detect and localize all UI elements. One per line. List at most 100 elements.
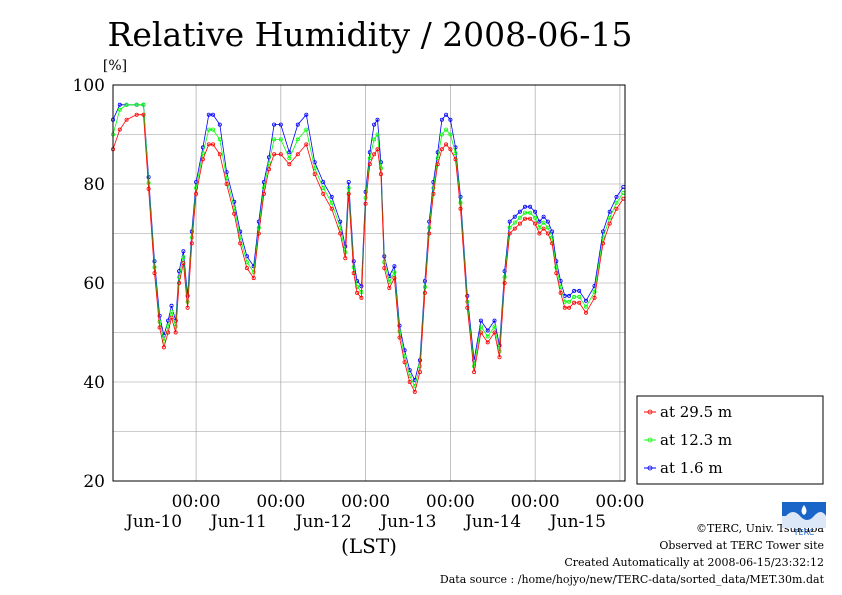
legend-marker	[647, 437, 653, 443]
data-point	[412, 389, 417, 394]
data-point	[537, 219, 542, 224]
data-point	[584, 298, 589, 303]
data-point	[458, 206, 463, 211]
data-point	[363, 195, 368, 200]
data-point	[435, 150, 440, 155]
data-point	[244, 266, 249, 271]
legend: at 29.5 m at 12.3 m at 1.6 m	[636, 395, 824, 485]
data-point	[346, 179, 351, 184]
data-point	[346, 185, 351, 190]
data-point	[141, 112, 146, 117]
data-point	[537, 231, 542, 236]
data-point	[550, 241, 555, 246]
data-point	[601, 229, 606, 234]
data-point	[545, 219, 550, 224]
data-point	[157, 325, 162, 330]
data-point	[502, 275, 507, 280]
data-point	[312, 172, 317, 177]
data-point	[146, 186, 151, 191]
data-source-text: Data source : /home/hojyo/new/TERC-data/…	[439, 573, 824, 586]
data-point	[577, 294, 582, 299]
data-point	[329, 206, 334, 211]
data-point	[431, 191, 436, 196]
data-point	[217, 122, 222, 127]
data-point	[256, 231, 261, 236]
data-point	[533, 221, 538, 226]
data-point	[278, 137, 283, 142]
x-tick-time: 00:00	[172, 492, 221, 512]
data-point	[321, 179, 326, 184]
data-point	[448, 132, 453, 137]
y-tick-label: 20	[83, 472, 105, 492]
data-point	[329, 194, 334, 199]
data-point	[224, 170, 229, 175]
x-tick-date: Jun-15	[548, 512, 606, 532]
data-point	[355, 284, 360, 289]
data-point	[256, 225, 261, 230]
data-point	[472, 370, 477, 375]
data-point	[173, 330, 178, 335]
data-point	[431, 185, 436, 190]
data-point	[512, 214, 517, 219]
data-point	[194, 185, 199, 190]
series-line	[112, 114, 624, 394]
data-point	[134, 112, 139, 117]
data-point	[453, 151, 458, 156]
data-point	[177, 280, 182, 285]
data-point	[295, 152, 300, 157]
data-point	[567, 299, 572, 304]
data-point	[124, 117, 129, 122]
data-point	[217, 152, 222, 157]
data-point	[465, 305, 470, 310]
data-point	[367, 156, 372, 161]
data-point	[117, 102, 122, 107]
data-point	[621, 184, 626, 189]
data-point	[141, 102, 146, 107]
data-point	[392, 276, 397, 281]
x-axis-label: (LST)	[341, 534, 397, 558]
y-tick-label: 100	[73, 76, 105, 96]
data-point	[210, 112, 215, 117]
data-point	[572, 288, 577, 293]
data-point	[375, 147, 380, 152]
data-point	[382, 266, 387, 271]
data-point	[287, 150, 292, 155]
plot-frame	[112, 84, 626, 482]
data-point	[272, 122, 277, 127]
data-point	[485, 340, 490, 345]
data-point	[217, 137, 222, 142]
data-point	[206, 142, 211, 147]
data-point	[512, 220, 517, 225]
data-point	[392, 270, 397, 275]
data-point	[338, 225, 343, 230]
data-point	[523, 210, 528, 215]
data-point	[185, 305, 190, 310]
data-point	[517, 215, 522, 220]
data-point	[417, 370, 422, 375]
data-point	[169, 303, 174, 308]
x-axis-ticks: 00:00Jun-1000:00Jun-1100:00Jun-1200:00Ju…	[124, 492, 644, 532]
series-line	[112, 104, 624, 382]
data-point	[194, 179, 199, 184]
data-point	[261, 191, 266, 196]
data-point	[278, 152, 283, 157]
data-point	[278, 122, 283, 127]
data-point	[166, 330, 171, 335]
data-point	[517, 209, 522, 214]
y-axis-label: [%]	[103, 58, 127, 74]
series-line	[112, 104, 624, 388]
data-point	[562, 305, 567, 310]
data-point	[117, 107, 122, 112]
series-2	[111, 102, 626, 388]
data-point	[329, 200, 334, 205]
data-point	[134, 102, 139, 107]
data-point	[210, 127, 215, 132]
series-3	[111, 102, 626, 382]
legend-box	[636, 395, 824, 485]
data-point	[427, 225, 432, 230]
data-point	[545, 231, 550, 236]
data-point	[206, 112, 211, 117]
data-point	[512, 226, 517, 231]
data-point	[439, 147, 444, 152]
data-point	[346, 191, 351, 196]
